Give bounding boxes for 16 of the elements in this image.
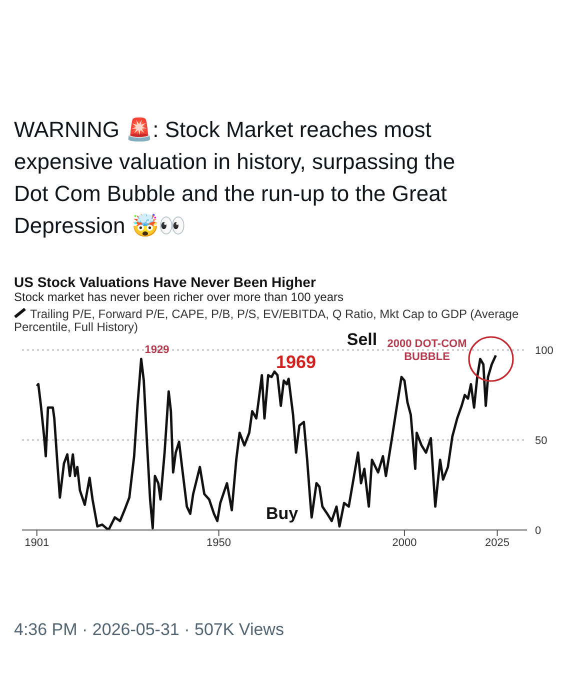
annotation: 1929: [144, 344, 170, 357]
chart-subtitle: Stock market has never been richer over more than 100 years: [14, 290, 344, 304]
chart-title: US Stock Valuations Have Never Been Higher: [14, 274, 317, 290]
x-tick-label: 1950: [206, 536, 232, 549]
x-tick-label: 1901: [24, 536, 50, 549]
annotation: 2000 DOT-COM BUBBLE: [387, 338, 467, 363]
y-tick-label: 100: [535, 344, 554, 357]
text: 4:36 PM · 2026-05-31 · 507K Views: [13, 619, 285, 640]
text: WARNING 🚨: Stock Market reaches most expensive valuation in history, surpassing the Dot Com Bubble and the run-up to the Great Depression 🤯👀: [13, 116, 456, 240]
y-tick-label: 0: [535, 524, 542, 537]
x-tick-label: 2025: [485, 536, 510, 549]
x-tick-label: 2000: [392, 536, 417, 549]
line-series: [36, 354, 498, 530]
annotation: Buy: [264, 504, 300, 524]
annotation: 1969: [274, 352, 318, 373]
y-tick-label: 50: [535, 434, 548, 447]
